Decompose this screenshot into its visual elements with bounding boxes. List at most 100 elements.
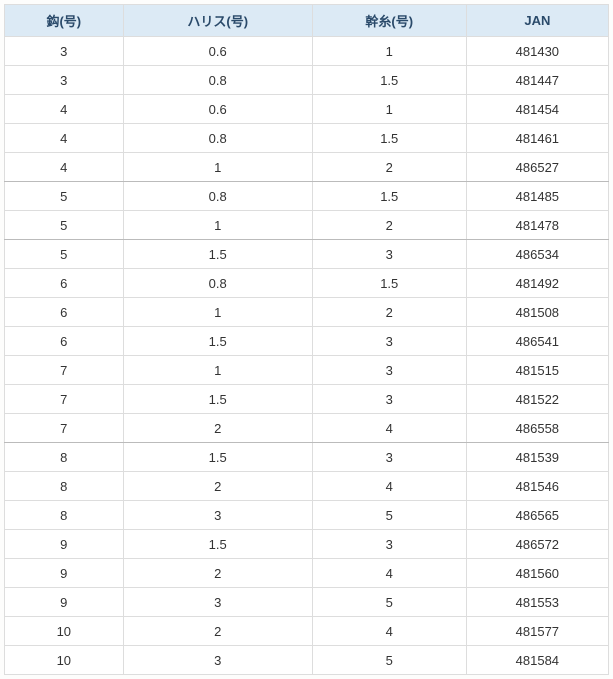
col-header-harris: ハリス(号) bbox=[123, 5, 312, 37]
table-cell: 3 bbox=[312, 443, 466, 472]
table-cell: 1.5 bbox=[312, 124, 466, 153]
table-cell: 481478 bbox=[466, 211, 608, 240]
table-cell: 481577 bbox=[466, 617, 608, 646]
col-header-jan: JAN bbox=[466, 5, 608, 37]
table-cell: 3 bbox=[312, 240, 466, 269]
table-row: 1024481577 bbox=[5, 617, 609, 646]
table-cell: 2 bbox=[312, 211, 466, 240]
table-row: 724486558 bbox=[5, 414, 609, 443]
table-cell: 2 bbox=[312, 298, 466, 327]
table-cell: 481522 bbox=[466, 385, 608, 414]
table-cell: 9 bbox=[5, 559, 124, 588]
table-cell: 481461 bbox=[466, 124, 608, 153]
table-cell: 1.5 bbox=[312, 66, 466, 95]
table-cell: 5 bbox=[5, 182, 124, 211]
table-cell: 6 bbox=[5, 269, 124, 298]
table-row: 60.81.5481492 bbox=[5, 269, 609, 298]
table-cell: 9 bbox=[5, 588, 124, 617]
table-cell: 0.8 bbox=[123, 269, 312, 298]
table-cell: 481515 bbox=[466, 356, 608, 385]
table-row: 40.61481454 bbox=[5, 95, 609, 124]
table-cell: 0.8 bbox=[123, 124, 312, 153]
table-row: 30.61481430 bbox=[5, 37, 609, 66]
table-cell: 481539 bbox=[466, 443, 608, 472]
table-cell: 0.8 bbox=[123, 66, 312, 95]
table-cell: 1 bbox=[123, 211, 312, 240]
table-cell: 5 bbox=[5, 240, 124, 269]
table-cell: 1 bbox=[123, 298, 312, 327]
table-cell: 486572 bbox=[466, 530, 608, 559]
table-cell: 3 bbox=[123, 646, 312, 675]
table-cell: 3 bbox=[312, 356, 466, 385]
table-cell: 481508 bbox=[466, 298, 608, 327]
table-cell: 481454 bbox=[466, 95, 608, 124]
table-cell: 486541 bbox=[466, 327, 608, 356]
table-cell: 0.6 bbox=[123, 95, 312, 124]
table-cell: 10 bbox=[5, 646, 124, 675]
table-row: 612481508 bbox=[5, 298, 609, 327]
table-cell: 4 bbox=[312, 472, 466, 501]
table-cell: 1.5 bbox=[123, 240, 312, 269]
table-row: 40.81.5481461 bbox=[5, 124, 609, 153]
table-cell: 3 bbox=[123, 588, 312, 617]
product-spec-table: 鈎(号) ハリス(号) 幹糸(号) JAN 30.6148143030.81.5… bbox=[4, 4, 609, 675]
table-cell: 2 bbox=[123, 617, 312, 646]
table-cell: 6 bbox=[5, 327, 124, 356]
table-row: 51.53486534 bbox=[5, 240, 609, 269]
table-cell: 481430 bbox=[466, 37, 608, 66]
table-cell: 4 bbox=[5, 124, 124, 153]
table-cell: 4 bbox=[5, 153, 124, 182]
table-cell: 1 bbox=[312, 95, 466, 124]
table-cell: 5 bbox=[312, 501, 466, 530]
table-cell: 486565 bbox=[466, 501, 608, 530]
table-cell: 481485 bbox=[466, 182, 608, 211]
header-row: 鈎(号) ハリス(号) 幹糸(号) JAN bbox=[5, 5, 609, 37]
table-cell: 481584 bbox=[466, 646, 608, 675]
table-row: 81.53481539 bbox=[5, 443, 609, 472]
table-row: 91.53486572 bbox=[5, 530, 609, 559]
table-cell: 8 bbox=[5, 501, 124, 530]
table-cell: 6 bbox=[5, 298, 124, 327]
table-cell: 5 bbox=[312, 646, 466, 675]
table-cell: 1 bbox=[123, 153, 312, 182]
table-cell: 3 bbox=[312, 530, 466, 559]
table-cell: 2 bbox=[312, 153, 466, 182]
table-cell: 4 bbox=[312, 559, 466, 588]
table-cell: 4 bbox=[312, 617, 466, 646]
table-row: 512481478 bbox=[5, 211, 609, 240]
table-cell: 486534 bbox=[466, 240, 608, 269]
table-row: 935481553 bbox=[5, 588, 609, 617]
table-cell: 10 bbox=[5, 617, 124, 646]
table-cell: 1 bbox=[312, 37, 466, 66]
table-cell: 5 bbox=[312, 588, 466, 617]
table-cell: 8 bbox=[5, 472, 124, 501]
table-cell: 0.6 bbox=[123, 37, 312, 66]
table-cell: 2 bbox=[123, 559, 312, 588]
table-row: 30.81.5481447 bbox=[5, 66, 609, 95]
table-cell: 481447 bbox=[466, 66, 608, 95]
table-cell: 3 bbox=[5, 66, 124, 95]
table-cell: 486558 bbox=[466, 414, 608, 443]
table-cell: 2 bbox=[123, 414, 312, 443]
table-cell: 7 bbox=[5, 385, 124, 414]
table-row: 713481515 bbox=[5, 356, 609, 385]
table-cell: 481553 bbox=[466, 588, 608, 617]
table-cell: 1 bbox=[123, 356, 312, 385]
table-cell: 8 bbox=[5, 443, 124, 472]
table-header: 鈎(号) ハリス(号) 幹糸(号) JAN bbox=[5, 5, 609, 37]
table-cell: 481560 bbox=[466, 559, 608, 588]
col-header-hook: 鈎(号) bbox=[5, 5, 124, 37]
table-cell: 7 bbox=[5, 414, 124, 443]
table-cell: 486527 bbox=[466, 153, 608, 182]
table-cell: 1.5 bbox=[123, 530, 312, 559]
table-row: 835486565 bbox=[5, 501, 609, 530]
table-row: 1035481584 bbox=[5, 646, 609, 675]
table-cell: 1.5 bbox=[123, 327, 312, 356]
table-row: 50.81.5481485 bbox=[5, 182, 609, 211]
col-header-mainline: 幹糸(号) bbox=[312, 5, 466, 37]
table-cell: 1.5 bbox=[123, 385, 312, 414]
table-cell: 3 bbox=[5, 37, 124, 66]
table-cell: 5 bbox=[5, 211, 124, 240]
table-cell: 3 bbox=[123, 501, 312, 530]
table-cell: 3 bbox=[312, 385, 466, 414]
